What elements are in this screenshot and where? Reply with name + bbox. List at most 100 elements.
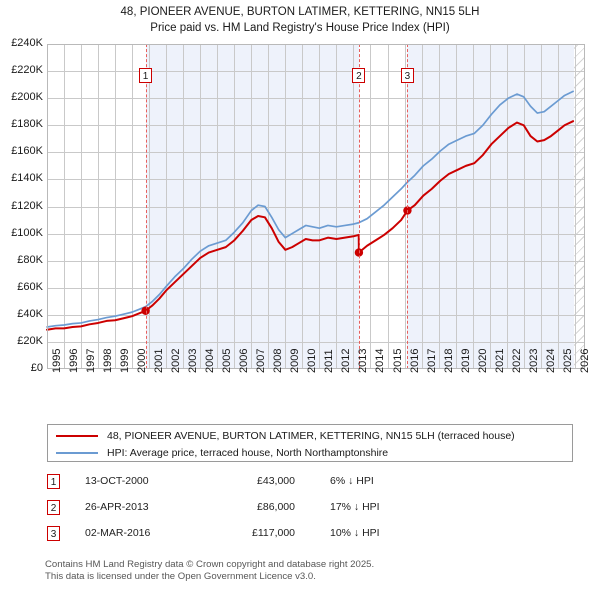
y-tick-label: £100K bbox=[11, 226, 43, 239]
x-tick-label: 2010 bbox=[306, 348, 319, 373]
legend-item-property: 48, PIONEER AVENUE, BURTON LATIMER, KETT… bbox=[48, 426, 572, 445]
gridline-horizontal bbox=[47, 261, 585, 262]
gridline-vertical bbox=[439, 44, 440, 369]
x-tick-label: 2011 bbox=[323, 349, 336, 373]
x-tick-label: 2022 bbox=[510, 348, 523, 373]
legend-label-property: 48, PIONEER AVENUE, BURTON LATIMER, KETT… bbox=[107, 429, 515, 442]
gridline-vertical bbox=[166, 44, 167, 369]
gridline-vertical bbox=[268, 44, 269, 369]
series-lines bbox=[46, 90, 575, 331]
transaction-index-box: 2 bbox=[47, 500, 60, 515]
marker-box-3[interactable]: 3 bbox=[400, 68, 414, 83]
x-tick-label: 2017 bbox=[425, 348, 438, 373]
x-tick-label: 1995 bbox=[51, 348, 63, 373]
y-tick-label: £180K bbox=[11, 118, 43, 131]
marker-line-2 bbox=[358, 44, 360, 369]
gridline-horizontal bbox=[47, 125, 585, 126]
gridline-horizontal bbox=[47, 152, 585, 153]
marker-box-2[interactable]: 2 bbox=[352, 68, 366, 83]
marker-line-3 bbox=[407, 44, 409, 369]
gridline-vertical bbox=[200, 44, 201, 369]
x-tick-label: 2019 bbox=[459, 348, 472, 373]
transaction-hpi-delta: 10% ↓ HPI bbox=[330, 527, 380, 539]
x-tick-label: 2003 bbox=[187, 348, 200, 373]
x-tick-label: 2000 bbox=[136, 348, 149, 373]
x-tick-label: 2014 bbox=[374, 348, 387, 373]
gridline-vertical bbox=[302, 44, 303, 369]
legend-item-hpi: HPI: Average price, terraced house, Nort… bbox=[48, 443, 572, 462]
transaction-index-box: 1 bbox=[47, 474, 60, 489]
y-tick-label: £160K bbox=[11, 145, 43, 158]
x-tick-label: 2015 bbox=[391, 348, 404, 373]
gridline-vertical bbox=[507, 44, 508, 369]
y-tick-label: £20K bbox=[17, 334, 43, 347]
transaction-date: 26-APR-2013 bbox=[85, 501, 149, 513]
line-property-price bbox=[46, 120, 575, 331]
x-tick-label: 2008 bbox=[272, 348, 285, 373]
y-tick-label: £220K bbox=[11, 64, 43, 77]
x-tick-label: 2018 bbox=[442, 348, 455, 373]
gridline-vertical bbox=[183, 44, 184, 369]
x-tick-label: 2007 bbox=[255, 348, 268, 373]
gridline-horizontal bbox=[47, 234, 585, 235]
gridline-horizontal bbox=[47, 98, 585, 99]
y-tick-label: £60K bbox=[17, 280, 43, 293]
y-tick-label: £40K bbox=[17, 307, 43, 320]
x-tick-label: 2006 bbox=[238, 348, 251, 373]
gridline-horizontal bbox=[47, 207, 585, 208]
gridline-vertical bbox=[490, 44, 491, 369]
gridline-vertical bbox=[217, 44, 218, 369]
chart-title: 48, PIONEER AVENUE, BURTON LATIMER, KETT… bbox=[120, 6, 480, 18]
x-tick-label: 2023 bbox=[527, 348, 540, 373]
x-tick-label: 2025 bbox=[561, 348, 574, 373]
legend-label-hpi: HPI: Average price, terraced house, Nort… bbox=[107, 446, 389, 459]
footer: Contains HM Land Registry data © Crown c… bbox=[45, 559, 585, 582]
gridline-vertical bbox=[370, 44, 371, 369]
gridline-vertical bbox=[541, 44, 542, 369]
gridline-vertical bbox=[388, 44, 389, 369]
transaction-row[interactable]: 3 02-MAR-2016 £117,000 10% ↓ HPI bbox=[47, 526, 573, 544]
y-tick-label: £120K bbox=[11, 199, 43, 212]
gridline-vertical bbox=[575, 44, 576, 369]
y-tick-label: £200K bbox=[11, 91, 43, 104]
y-tick-label: £0 bbox=[30, 362, 43, 374]
legend-swatch-property bbox=[56, 434, 98, 437]
gridline-vertical bbox=[422, 44, 423, 369]
transaction-price: £43,000 bbox=[257, 475, 295, 487]
gridline-horizontal bbox=[47, 288, 585, 289]
gridline-vertical bbox=[319, 44, 320, 369]
page-title: 48, PIONEER AVENUE, BURTON LATIMER, KETT… bbox=[0, 4, 600, 36]
gridline-vertical bbox=[456, 44, 457, 369]
x-tick-label: 2013 bbox=[357, 348, 370, 373]
gridline-horizontal bbox=[47, 342, 585, 343]
x-tick-label: 1997 bbox=[85, 348, 98, 373]
x-tick-label: 1996 bbox=[68, 348, 81, 373]
legend: 48, PIONEER AVENUE, BURTON LATIMER, KETT… bbox=[47, 424, 573, 462]
gridline-vertical bbox=[234, 44, 235, 369]
line-hpi-average bbox=[46, 90, 574, 328]
x-tick-label: 2004 bbox=[204, 348, 217, 373]
transaction-hpi-delta: 6% ↓ HPI bbox=[330, 475, 374, 487]
x-tick-label: 2002 bbox=[170, 348, 183, 373]
transaction-row[interactable]: 1 13-OCT-2000 £43,000 6% ↓ HPI bbox=[47, 474, 573, 492]
footer-copyright: Contains HM Land Registry data © Crown c… bbox=[45, 559, 375, 570]
transaction-index-box: 3 bbox=[47, 526, 60, 541]
transaction-hpi-delta: 17% ↓ HPI bbox=[330, 501, 380, 513]
gridline-vertical bbox=[336, 44, 337, 369]
x-tick-label: 2016 bbox=[408, 348, 421, 373]
gridline-vertical bbox=[115, 44, 116, 369]
x-tick-label: 1999 bbox=[119, 348, 132, 373]
y-tick-label: £80K bbox=[17, 253, 43, 266]
x-tick-label: 2005 bbox=[221, 348, 234, 373]
marker-box-1[interactable]: 1 bbox=[139, 68, 153, 83]
gridline-vertical bbox=[64, 44, 65, 369]
transaction-row[interactable]: 2 26-APR-2013 £86,000 17% ↓ HPI bbox=[47, 500, 573, 518]
transaction-price: £86,000 bbox=[257, 501, 295, 513]
gridline-horizontal bbox=[47, 179, 585, 180]
gridline-vertical bbox=[98, 44, 99, 369]
y-tick-label: £240K bbox=[11, 37, 43, 49]
gridline-horizontal bbox=[47, 315, 585, 316]
gridline-vertical bbox=[81, 44, 82, 369]
gridline-horizontal bbox=[47, 71, 585, 72]
